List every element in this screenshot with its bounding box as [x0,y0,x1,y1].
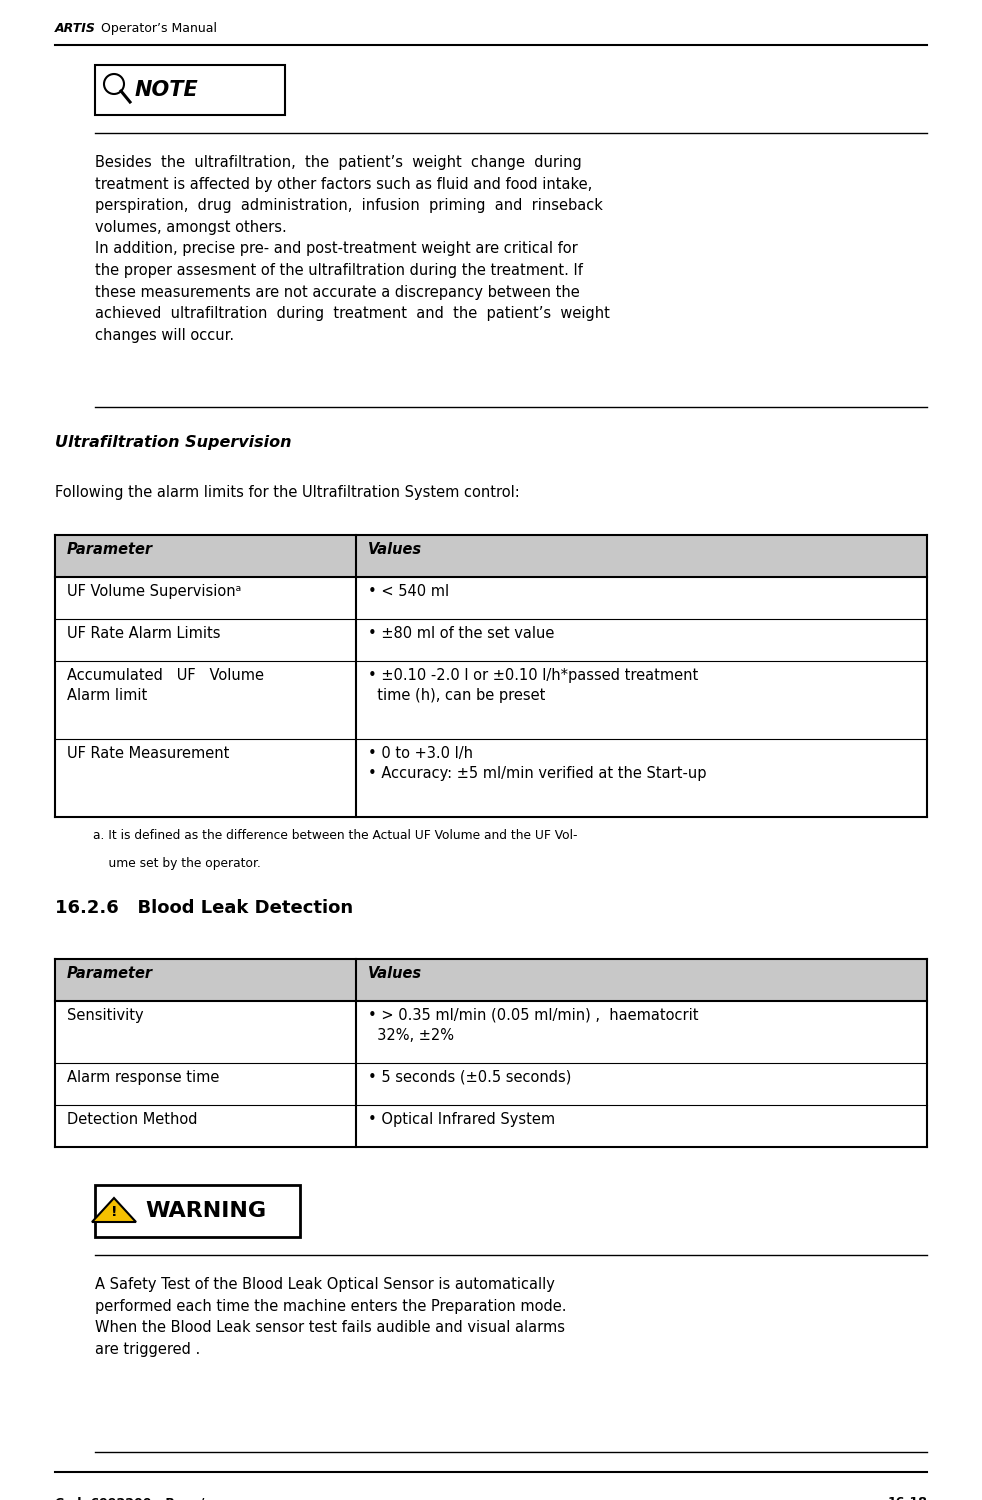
Text: ume set by the operator.: ume set by the operator. [93,856,261,870]
Text: Alarm response time: Alarm response time [67,1070,219,1084]
Text: Operator’s Manual: Operator’s Manual [97,22,217,34]
Text: Values: Values [368,542,422,556]
Circle shape [104,74,124,94]
Text: WARNING: WARNING [145,1202,266,1221]
Text: Parameter: Parameter [67,966,153,981]
Text: Detection Method: Detection Method [67,1112,197,1126]
Text: NOTE: NOTE [135,80,198,100]
Text: Sensitivity: Sensitivity [67,1008,143,1023]
FancyBboxPatch shape [95,64,285,116]
Text: Values: Values [368,966,422,981]
Text: !: ! [111,1204,117,1219]
Text: 16.2.6   Blood Leak Detection: 16.2.6 Blood Leak Detection [55,898,354,916]
FancyBboxPatch shape [55,536,927,578]
Polygon shape [92,1198,136,1222]
Text: • > 0.35 ml/min (0.05 ml/min) ,  haematocrit
  32%, ±2%: • > 0.35 ml/min (0.05 ml/min) , haematoc… [368,1008,698,1044]
Text: Following the alarm limits for the Ultrafiltration System control:: Following the alarm limits for the Ultra… [55,484,519,500]
Text: • ±0.10 -2.0 l or ±0.10 l/h*passed treatment
  time (h), can be preset: • ±0.10 -2.0 l or ±0.10 l/h*passed treat… [368,668,698,704]
Text: a. It is defined as the difference between the Actual UF Volume and the UF Vol-: a. It is defined as the difference betwe… [93,830,577,842]
Text: • Optical Infrared System: • Optical Infrared System [368,1112,555,1126]
Text: UF Volume Supervisionᵃ: UF Volume Supervisionᵃ [67,584,242,598]
FancyBboxPatch shape [55,958,927,1000]
Text: 16-18: 16-18 [887,1496,927,1500]
Text: • < 540 ml: • < 540 ml [368,584,449,598]
FancyBboxPatch shape [95,1185,300,1237]
Text: Parameter: Parameter [67,542,153,556]
Text: ARTIS: ARTIS [55,22,96,34]
Text: • ±80 ml of the set value: • ±80 ml of the set value [368,626,554,640]
Text: UF Rate Measurement: UF Rate Measurement [67,746,230,760]
Text: Cod. 6992200 - Rev. /: Cod. 6992200 - Rev. / [55,1496,204,1500]
Text: • 0 to +3.0 l/h
• Accuracy: ±5 ml/min verified at the Start-up: • 0 to +3.0 l/h • Accuracy: ±5 ml/min ve… [368,746,706,782]
Text: Besides  the  ultrafiltration,  the  patient’s  weight  change  during
treatment: Besides the ultrafiltration, the patient… [95,154,610,344]
Text: • 5 seconds (±0.5 seconds): • 5 seconds (±0.5 seconds) [368,1070,572,1084]
Text: Ultrafiltration Supervision: Ultrafiltration Supervision [55,435,292,450]
Text: UF Rate Alarm Limits: UF Rate Alarm Limits [67,626,221,640]
Text: Accumulated   UF   Volume
Alarm limit: Accumulated UF Volume Alarm limit [67,668,264,704]
Text: A Safety Test of the Blood Leak Optical Sensor is automatically
performed each t: A Safety Test of the Blood Leak Optical … [95,1276,567,1358]
